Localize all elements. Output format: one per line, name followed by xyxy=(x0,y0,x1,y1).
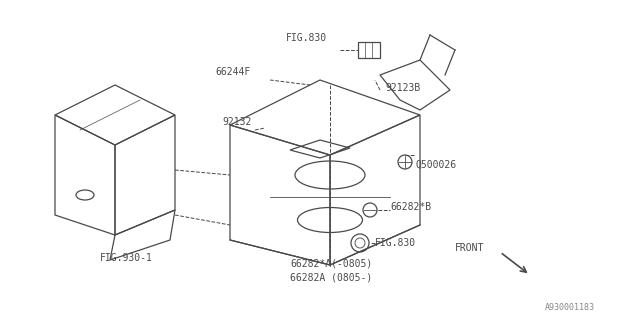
Text: 66244F: 66244F xyxy=(215,67,250,77)
Text: FIG.930-1: FIG.930-1 xyxy=(100,253,153,263)
Text: FIG.830: FIG.830 xyxy=(375,238,416,248)
Text: Q500026: Q500026 xyxy=(415,160,456,170)
Text: A930001183: A930001183 xyxy=(545,303,595,313)
Text: FRONT: FRONT xyxy=(455,243,484,253)
Text: 66282*A(-0805): 66282*A(-0805) xyxy=(290,258,372,268)
Text: 66282A (0805-): 66282A (0805-) xyxy=(290,273,372,283)
Text: 66282*B: 66282*B xyxy=(390,202,431,212)
Text: 92123B: 92123B xyxy=(385,83,420,93)
Bar xyxy=(358,42,380,58)
Text: 92132: 92132 xyxy=(222,117,252,127)
Text: FIG.830: FIG.830 xyxy=(286,33,327,43)
